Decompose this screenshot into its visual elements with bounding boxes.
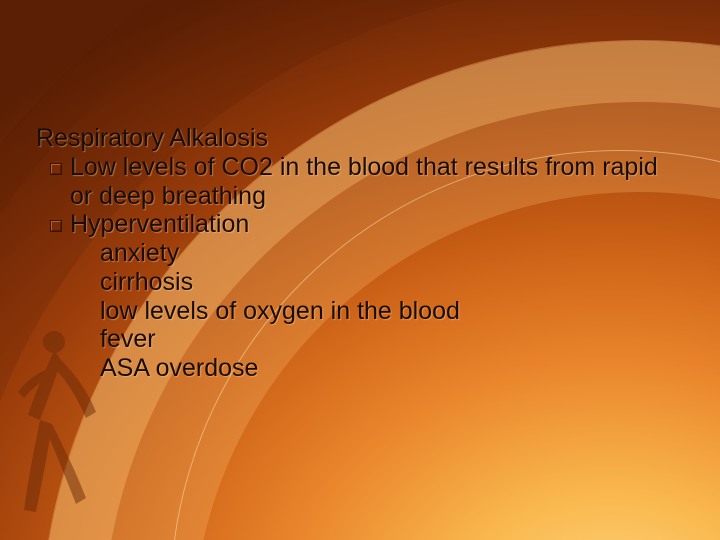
- content-block: Respiratory Alkalosis Low levels of CO2 …: [36, 124, 686, 383]
- slide-title: Respiratory Alkalosis: [36, 124, 686, 153]
- bullet-list: Low levels of CO2 in the blood that resu…: [36, 153, 686, 239]
- sub-item: ASA overdose: [36, 354, 686, 383]
- sub-item: cirrhosis: [36, 268, 686, 297]
- bullet-item: Low levels of CO2 in the blood that resu…: [36, 153, 686, 211]
- bullet-item: Hyperventilation: [36, 210, 686, 239]
- sub-list: anxiety cirrhosis low levels of oxygen i…: [36, 239, 686, 383]
- sub-item: anxiety: [36, 239, 686, 268]
- slide: Respiratory Alkalosis Low levels of CO2 …: [0, 0, 720, 540]
- sub-item: fever: [36, 325, 686, 354]
- sub-item: low levels of oxygen in the blood: [36, 297, 686, 326]
